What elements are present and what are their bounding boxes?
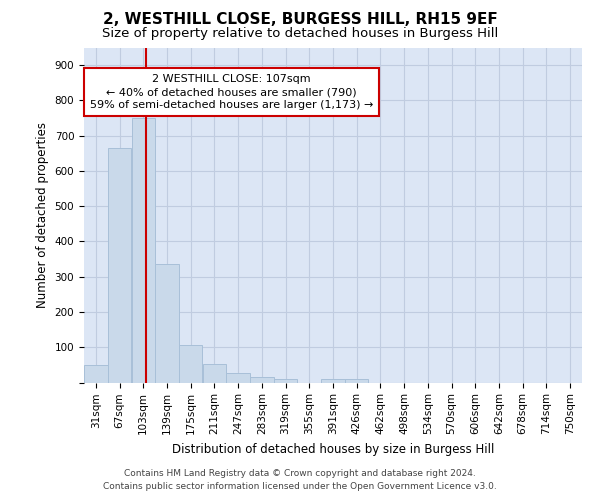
Bar bbox=[131, 118, 155, 382]
Y-axis label: Number of detached properties: Number of detached properties bbox=[36, 122, 49, 308]
Text: 2, WESTHILL CLOSE, BURGESS HILL, RH15 9EF: 2, WESTHILL CLOSE, BURGESS HILL, RH15 9E… bbox=[103, 12, 497, 28]
Text: Contains HM Land Registry data © Crown copyright and database right 2024.
Contai: Contains HM Land Registry data © Crown c… bbox=[103, 470, 497, 491]
Bar bbox=[250, 377, 274, 382]
Text: 2 WESTHILL CLOSE: 107sqm
← 40% of detached houses are smaller (790)
59% of semi-: 2 WESTHILL CLOSE: 107sqm ← 40% of detach… bbox=[90, 74, 373, 110]
Text: Size of property relative to detached houses in Burgess Hill: Size of property relative to detached ho… bbox=[102, 28, 498, 40]
Bar bbox=[345, 379, 368, 382]
Bar bbox=[84, 365, 107, 382]
Bar bbox=[155, 264, 179, 382]
Bar bbox=[322, 379, 344, 382]
X-axis label: Distribution of detached houses by size in Burgess Hill: Distribution of detached houses by size … bbox=[172, 442, 494, 456]
Bar bbox=[108, 148, 131, 382]
Bar bbox=[274, 379, 297, 382]
Bar bbox=[179, 345, 202, 383]
Bar bbox=[203, 364, 226, 382]
Bar bbox=[226, 373, 250, 382]
